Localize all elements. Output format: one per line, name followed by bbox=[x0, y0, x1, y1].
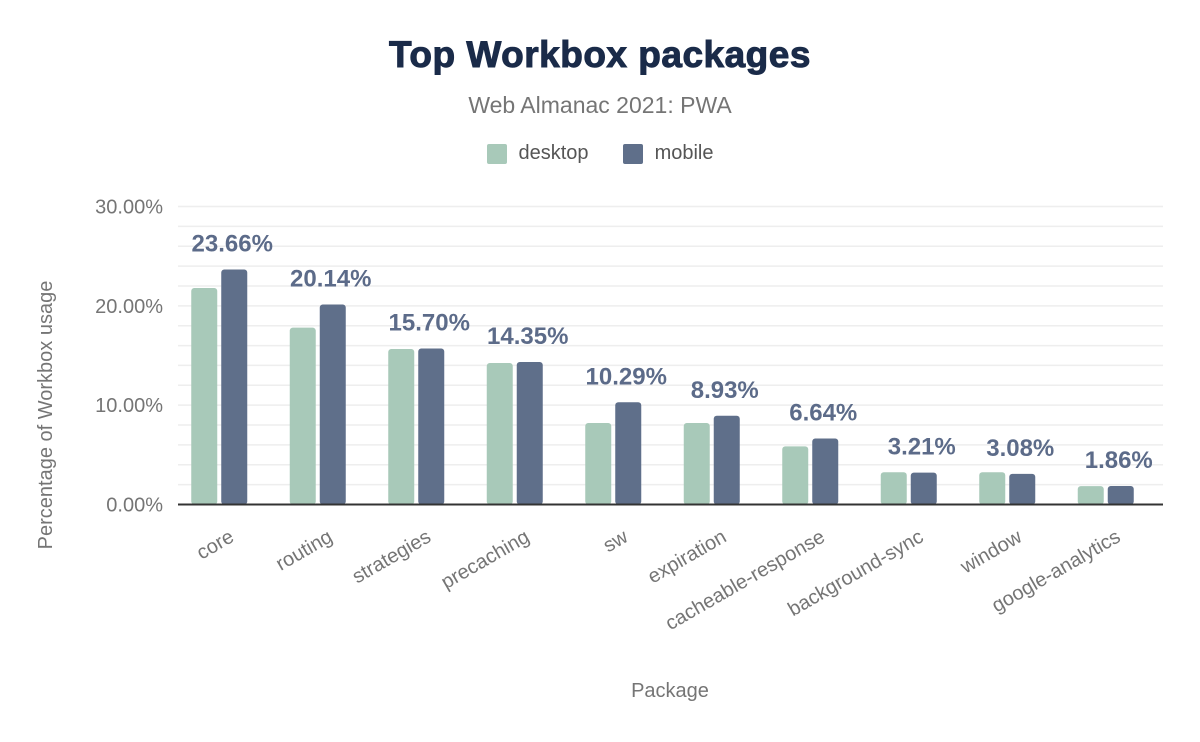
data-label: 14.35% bbox=[487, 323, 568, 350]
bar-mobile-sw bbox=[615, 402, 642, 505]
x-tick-label: strategies bbox=[349, 526, 435, 588]
bar-desktop-core bbox=[191, 287, 218, 505]
bar-mobile-core bbox=[221, 269, 248, 505]
data-label: 1.86% bbox=[1085, 447, 1153, 474]
x-tick-label: precaching bbox=[438, 526, 534, 594]
y-tick-label: 20.00% bbox=[95, 296, 163, 318]
legend-label-desktop: desktop bbox=[518, 142, 589, 164]
data-label: 15.70% bbox=[389, 310, 470, 337]
x-axis-title: Package bbox=[631, 680, 709, 702]
bar-desktop-precaching bbox=[486, 362, 513, 505]
x-tick-label: core bbox=[193, 526, 238, 565]
y-tick-label: 0.00% bbox=[106, 495, 163, 517]
y-axis-title: Percentage of Workbox usage bbox=[35, 281, 57, 550]
x-tick-label: window bbox=[956, 526, 1026, 579]
legend: desktop mobile bbox=[0, 142, 1200, 165]
bar-mobile-routing bbox=[319, 304, 346, 505]
bar-mobile-window bbox=[1009, 473, 1036, 505]
data-label: 3.08% bbox=[986, 435, 1054, 462]
data-label: 23.66% bbox=[192, 230, 273, 257]
bar-desktop-cacheable-response bbox=[782, 446, 809, 505]
y-tick-label: 30.00% bbox=[95, 197, 163, 219]
bar-desktop-background-sync bbox=[880, 472, 907, 505]
data-label: 10.29% bbox=[586, 363, 667, 390]
bar-mobile-precaching bbox=[516, 361, 543, 505]
bar-mobile-expiration bbox=[713, 415, 740, 505]
data-label: 6.64% bbox=[789, 400, 857, 427]
legend-item-mobile[interactable]: mobile bbox=[622, 142, 714, 165]
chart-subtitle: Web Almanac 2021: PWA bbox=[468, 92, 732, 118]
bar-mobile-background-sync bbox=[910, 472, 937, 505]
data-label: 8.93% bbox=[691, 377, 759, 404]
x-tick-label: expiration bbox=[644, 526, 730, 588]
x-tick-label: cacheable-response bbox=[662, 526, 829, 635]
bar-mobile-cacheable-response bbox=[812, 438, 839, 505]
data-label: 20.14% bbox=[290, 265, 371, 292]
bar-desktop-window bbox=[979, 472, 1006, 505]
data-label: 3.21% bbox=[888, 434, 956, 461]
legend-swatch-mobile bbox=[622, 143, 643, 164]
bar-mobile-google-analytics bbox=[1107, 486, 1134, 505]
legend-swatch-desktop bbox=[486, 143, 507, 164]
bar-desktop-expiration bbox=[683, 423, 710, 505]
y-tick-label: 10.00% bbox=[95, 395, 163, 417]
bar-desktop-sw bbox=[585, 423, 612, 505]
x-tick-label: sw bbox=[600, 526, 633, 558]
x-tick-label: routing bbox=[272, 526, 336, 576]
legend-label-mobile: mobile bbox=[654, 142, 714, 164]
legend-item-desktop[interactable]: desktop bbox=[486, 142, 589, 165]
chart-title: Top Workbox packages bbox=[389, 34, 811, 76]
bar-desktop-google-analytics bbox=[1077, 486, 1104, 505]
bar-desktop-routing bbox=[289, 327, 316, 505]
bar-desktop-strategies bbox=[388, 349, 415, 505]
bar-mobile-strategies bbox=[418, 348, 445, 505]
